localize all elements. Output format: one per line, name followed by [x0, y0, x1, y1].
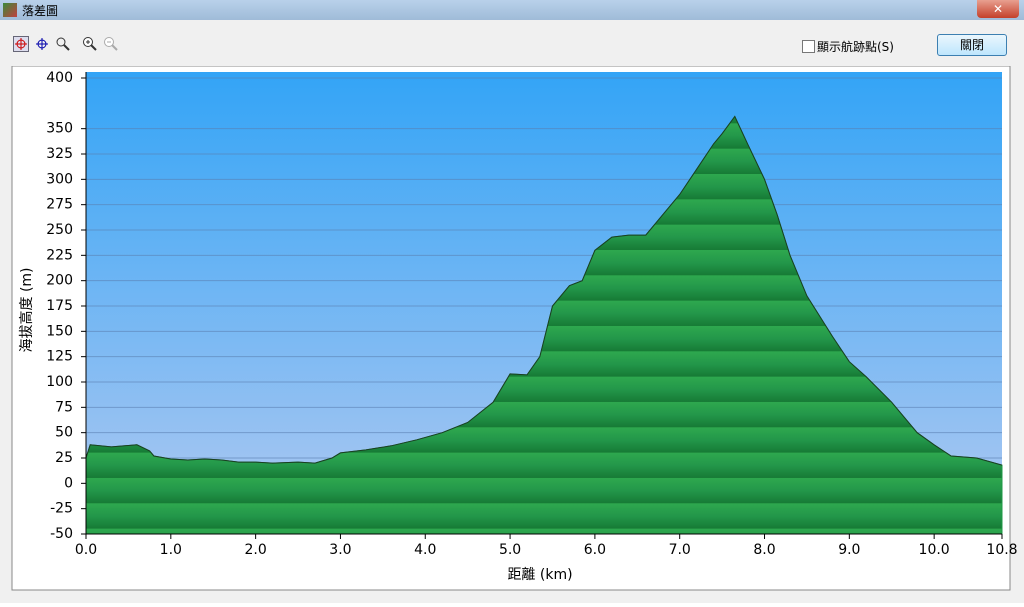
y-tick-label: 75: [55, 399, 73, 415]
x-tick-label: 1.0: [160, 542, 182, 558]
x-tick-label: 7.0: [669, 542, 691, 558]
pan-tool[interactable]: [55, 36, 71, 52]
x-tick-label: 5.0: [499, 542, 521, 558]
window-title: 落差圖: [22, 4, 59, 18]
y-tick-label: 100: [46, 374, 73, 390]
y-tick-label: 50: [55, 425, 73, 441]
y-tick-label: 175: [46, 298, 73, 314]
checkbox-label: 顯示航跡點(S): [817, 40, 894, 54]
y-tick-label: -25: [50, 501, 73, 517]
y-tick-label: 125: [46, 349, 73, 365]
y-tick-label: 275: [46, 197, 73, 213]
y-tick-label: 300: [46, 171, 73, 187]
checkbox[interactable]: [802, 40, 815, 53]
x-axis-label: 距離 (km): [507, 566, 572, 583]
chart: 距離 (km) 海拔高度 (m) -50 -25 0 25 50 75 100 125 150 1…: [11, 65, 1018, 591]
x-tick-label: 0.0: [75, 542, 97, 558]
zoom-out[interactable]: [103, 36, 119, 52]
chart-panel: 距離 (km) 海拔高度 (m) -50 -25 0 25 50 75 100 125 150 1…: [0, 65, 1024, 603]
zoom-in[interactable]: [82, 36, 98, 52]
elevation-line: [85, 115, 1003, 466]
y-tick-label: -50: [50, 526, 73, 542]
y-tick-label: 150: [46, 323, 73, 339]
y-tick-label: 325: [46, 146, 73, 162]
toolbar: [0, 20, 1024, 66]
y-tick-label: 0: [64, 475, 73, 491]
app-icon: [3, 3, 17, 17]
x-tick-label: 6.0: [584, 542, 606, 558]
x-tick-label: 10.0: [919, 542, 950, 558]
x-tick-label: 10.8: [986, 542, 1017, 558]
y-tick-label: 350: [46, 121, 73, 137]
select-tool[interactable]: [13, 36, 29, 52]
x-tick-label: 8.0: [753, 542, 775, 558]
x-tick-label: 2.0: [244, 542, 266, 558]
x-tick-label: 9.0: [838, 542, 860, 558]
title-bar: 落差圖 ✕: [0, 0, 1024, 20]
x-tick-label: 4.0: [414, 542, 436, 558]
y-tick-label: 225: [46, 247, 73, 263]
x-tick-label: 3.0: [329, 542, 351, 558]
y-axis-label: 海拔高度 (m): [18, 267, 35, 352]
cross-tool[interactable]: [34, 36, 50, 52]
window-close[interactable]: ✕: [977, 0, 1019, 18]
y-tick-label: 25: [55, 450, 73, 466]
y-tick-label: 400: [46, 70, 73, 86]
y-tick-label: 200: [46, 273, 73, 289]
close-button[interactable]: 關閉: [937, 34, 1007, 56]
y-tick-label: 250: [46, 222, 73, 238]
